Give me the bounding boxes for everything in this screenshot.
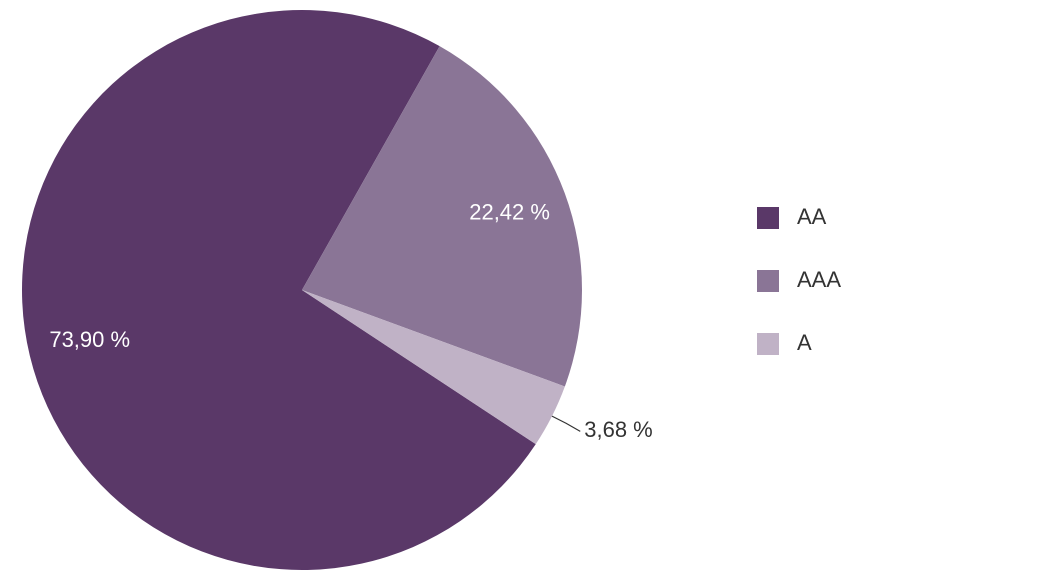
slice-label: 3,68 % [584, 417, 653, 442]
legend-label: AAA [797, 267, 841, 292]
legend-label: A [797, 330, 812, 355]
legend-swatch [757, 333, 779, 355]
legend-swatch [757, 207, 779, 229]
legend-label: AA [797, 204, 827, 229]
pie-slice [302, 290, 565, 445]
pie-slice [21, 9, 536, 571]
leader-line [551, 415, 581, 432]
pie-slice [302, 46, 582, 387]
slice-label: 73,90 % [49, 327, 130, 352]
legend-swatch [757, 270, 779, 292]
slice-label: 22,42 % [469, 199, 550, 224]
